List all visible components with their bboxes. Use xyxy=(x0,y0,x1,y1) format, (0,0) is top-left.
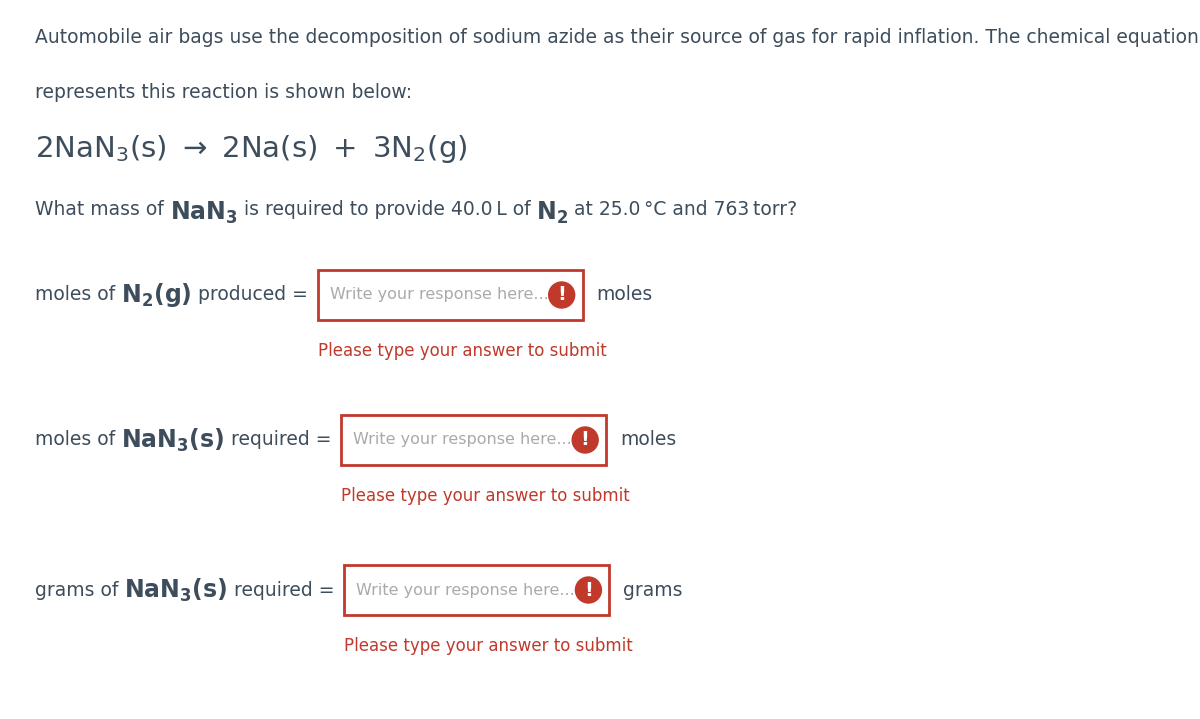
Text: $2\mathrm{NaN_3(s)\ \rightarrow\ 2Na(s)\ +\ 3N_2(g)}$: $2\mathrm{NaN_3(s)\ \rightarrow\ 2Na(s)\… xyxy=(35,133,468,165)
Text: represents this reaction is shown below:: represents this reaction is shown below: xyxy=(35,83,412,102)
Text: $\mathbf{N_2}$: $\mathbf{N_2}$ xyxy=(536,200,569,226)
Text: $\mathbf{NaN_3(s)}$: $\mathbf{NaN_3(s)}$ xyxy=(125,577,228,603)
Text: Please type your answer to submit: Please type your answer to submit xyxy=(341,487,630,505)
Text: Write your response here...: Write your response here... xyxy=(356,582,575,597)
Text: Write your response here...: Write your response here... xyxy=(330,288,548,303)
Text: required =: required = xyxy=(224,431,331,449)
Text: grams: grams xyxy=(624,580,683,600)
Text: grams of: grams of xyxy=(35,580,125,600)
Text: moles of: moles of xyxy=(35,285,121,305)
Text: $\mathbf{N_2(g)}$: $\mathbf{N_2(g)}$ xyxy=(121,281,192,309)
Text: moles: moles xyxy=(620,431,677,449)
Text: Please type your answer to submit: Please type your answer to submit xyxy=(318,342,606,360)
Text: $\mathbf{NaN_3}$: $\mathbf{NaN_3}$ xyxy=(169,200,238,226)
Text: $\mathbf{NaN_3(s)}$: $\mathbf{NaN_3(s)}$ xyxy=(121,426,224,454)
Text: !: ! xyxy=(581,431,589,449)
Text: !: ! xyxy=(557,285,566,305)
Text: at 25.0 °C and 763 torr?: at 25.0 °C and 763 torr? xyxy=(569,200,797,219)
Text: moles: moles xyxy=(596,285,653,305)
Text: !: ! xyxy=(584,580,593,600)
Text: is required to provide 40.0 L of: is required to provide 40.0 L of xyxy=(238,200,536,219)
Text: What mass of: What mass of xyxy=(35,200,169,219)
Text: Automobile air bags use the decomposition of sodium azide as their source of gas: Automobile air bags use the decompositio… xyxy=(35,28,1200,47)
Text: Write your response here...: Write your response here... xyxy=(353,433,572,447)
Text: moles of: moles of xyxy=(35,431,121,449)
Text: required =: required = xyxy=(228,580,335,600)
Text: produced =: produced = xyxy=(192,285,307,305)
Text: Please type your answer to submit: Please type your answer to submit xyxy=(344,637,634,655)
